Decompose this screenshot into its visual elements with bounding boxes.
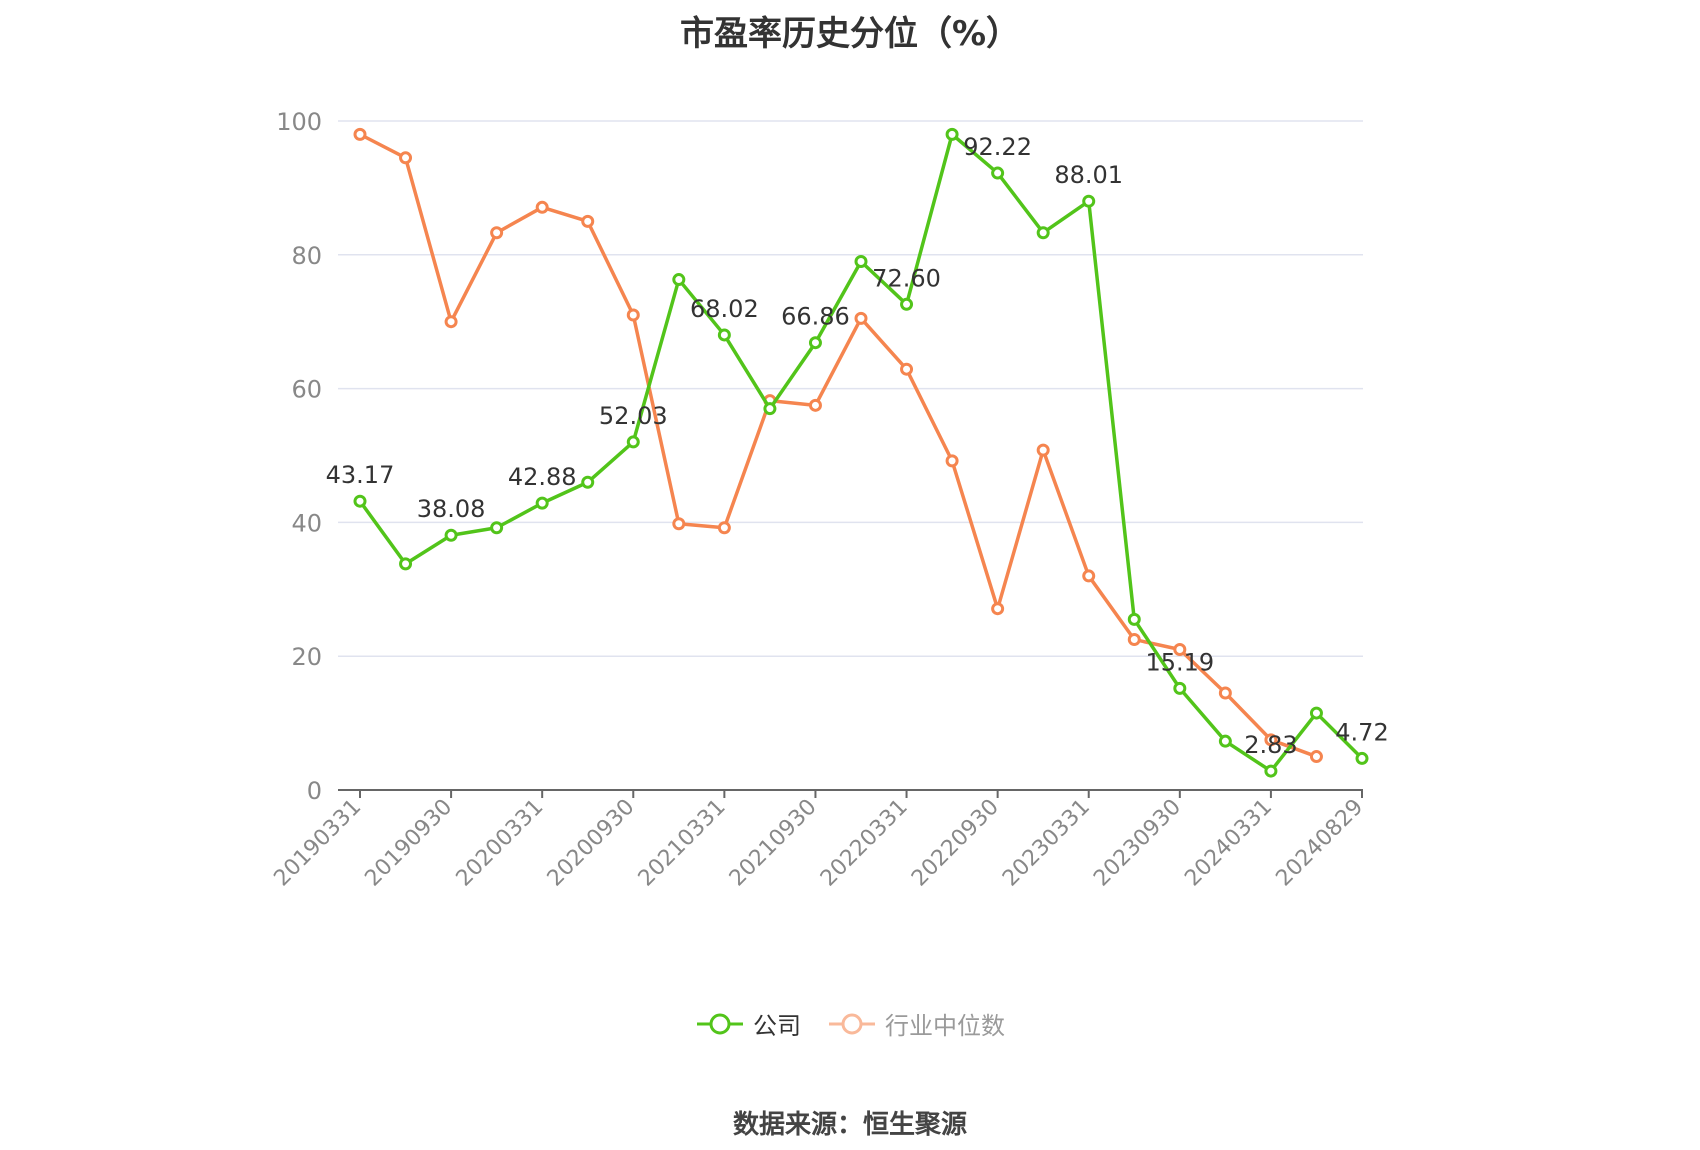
point-industry: [1309, 750, 1323, 764]
point-company: [991, 166, 1005, 180]
series-line-industry: [359, 132, 1318, 759]
x-tick-label: 20210331: [634, 795, 731, 892]
x-tick-label: 20220930: [907, 795, 1004, 892]
point-company: [1127, 612, 1141, 626]
data-source: 数据来源：恒生聚源: [732, 1110, 967, 1140]
point-company: [490, 521, 504, 535]
point-industry: [399, 151, 413, 165]
point-company: [1309, 706, 1323, 720]
y-tick-label: 20: [291, 643, 322, 671]
point-industry: [991, 602, 1005, 616]
y-tick-label: 80: [291, 242, 322, 270]
point-company: [900, 297, 914, 311]
point-industry: [672, 517, 686, 531]
point-industry: [1264, 733, 1278, 747]
data-label-company: 38.08: [417, 495, 486, 523]
point-company: [626, 435, 640, 449]
legend-company-label: 公司: [753, 1012, 801, 1040]
point-company: [1173, 681, 1187, 695]
point-industry: [581, 214, 595, 228]
data-label-layer: 43.17 38.08 42.88 52.03 68.02 66.86 72.60 92.22…: [326, 133, 1389, 759]
x-tick-label: 20230930: [1089, 795, 1186, 892]
data-label-company: 88.01: [1054, 161, 1123, 189]
point-company: [1082, 194, 1096, 208]
x-tick-label: 20240829: [1271, 795, 1368, 892]
data-label-company: 43.17: [326, 461, 395, 489]
data-label-company: 42.88: [508, 463, 577, 491]
chart-title: 市盈率历史分位（%）: [679, 14, 1021, 54]
grid-layer: [338, 120, 1363, 657]
point-industry: [626, 308, 640, 322]
legend-item-company[interactable]: 公司: [695, 1006, 801, 1041]
point-company: [854, 254, 868, 268]
point-industry: [1173, 643, 1187, 657]
point-company: [763, 402, 777, 416]
point-industry: [900, 362, 914, 376]
point-company: [808, 336, 822, 350]
data-label-company: 52.03: [599, 402, 668, 430]
point-industry: [1218, 686, 1232, 700]
data-label-company: 4.72: [1335, 718, 1388, 746]
y-tick-label: 40: [291, 509, 322, 537]
x-tick-label: 20190930: [360, 795, 457, 892]
point-company: [535, 496, 549, 510]
point-company: [945, 127, 959, 141]
data-label-company: 2.83: [1244, 731, 1297, 759]
point-industry: [1127, 632, 1141, 646]
y-tick-label: 100: [276, 108, 322, 136]
legend: 公司 行业中位数: [0, 1006, 1700, 1041]
point-company: [717, 328, 731, 342]
data-label-company: 66.86: [781, 303, 850, 331]
point-industry: [1082, 569, 1096, 583]
point-industry: [1036, 443, 1050, 457]
point-industry: [854, 311, 868, 325]
data-label-company: 72.60: [872, 264, 941, 292]
point-industry: [945, 454, 959, 468]
point-company: [444, 528, 458, 542]
point-company: [1218, 734, 1232, 748]
point-company: [399, 557, 413, 571]
point-industry: [490, 226, 504, 240]
legend-company-icon: [697, 1013, 743, 1034]
legend-industry-icon: [829, 1013, 875, 1034]
x-tick-label: 20230331: [998, 795, 1095, 892]
point-company: [353, 494, 367, 508]
y-tick-label: 60: [291, 376, 322, 404]
x-tick-label: 20200930: [543, 795, 640, 892]
data-label-company: 92.22: [963, 133, 1032, 161]
legend-item-industry[interactable]: 行业中位数: [827, 1006, 1005, 1041]
point-company: [1036, 226, 1050, 240]
x-tick-label: 20210930: [725, 795, 822, 892]
point-industry: [444, 315, 458, 329]
x-tick-label: 20240331: [1180, 795, 1277, 892]
point-industry: [353, 127, 367, 141]
y-tick-label: 0: [307, 777, 322, 805]
x-tick-label: 20200331: [452, 795, 549, 892]
x-tick-label: 20220331: [816, 795, 913, 892]
point-company: [672, 273, 686, 287]
point-industry: [808, 398, 822, 412]
point-industry: [717, 521, 731, 535]
point-company: [581, 475, 595, 489]
x-tick-label: 20190331: [269, 795, 366, 892]
point-company: [1355, 751, 1369, 765]
legend-industry-label: 行业中位数: [885, 1012, 1005, 1040]
data-label-company: 68.02: [690, 295, 759, 323]
series-layer: [353, 127, 1369, 778]
data-label-company: 15.19: [1145, 648, 1214, 676]
point-industry: [535, 200, 549, 214]
point-company: [1264, 764, 1278, 778]
